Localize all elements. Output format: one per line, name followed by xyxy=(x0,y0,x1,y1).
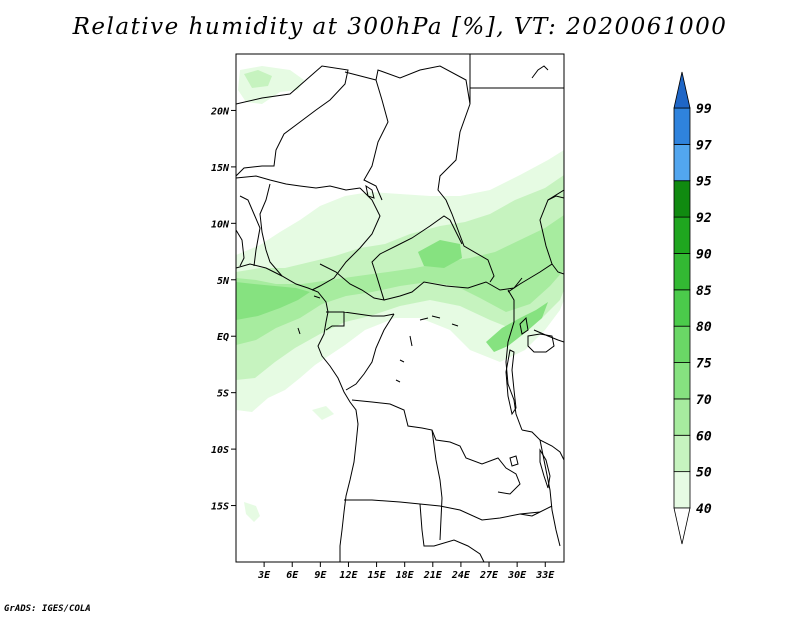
border-zambia-zimbabwe xyxy=(439,505,553,521)
colorbar-segment xyxy=(673,216,691,254)
colorbar-segment xyxy=(673,107,691,145)
colorbar-segment xyxy=(673,143,691,182)
border-cameroon-car xyxy=(319,215,463,301)
border-burkina-niger xyxy=(236,175,361,191)
border-tanzania-mozambique xyxy=(521,429,564,547)
border-congo-drc xyxy=(345,313,395,391)
border-drc-angola xyxy=(351,399,521,495)
plot-frame xyxy=(235,53,565,563)
border-angola-zambia xyxy=(431,429,443,541)
humidity-field-core-east xyxy=(486,302,548,352)
colorbar-level-label: 97 xyxy=(696,138,712,153)
lon-tick-label: 15E xyxy=(368,570,387,581)
lon-tick-label: 6E xyxy=(286,570,299,581)
lon-tick-label: 30E xyxy=(507,570,527,581)
lon-tick-label: 24E xyxy=(451,570,471,581)
border-sudan-east xyxy=(507,189,564,293)
border-namibia-botswana xyxy=(419,503,485,562)
border-chad-sudan xyxy=(437,103,495,283)
grads-credit: GrADS: IGES/COLA xyxy=(4,604,91,614)
humidity-field-core-central xyxy=(418,240,462,268)
colorbar-level-label: 92 xyxy=(696,211,712,226)
humidity-field-sw-patch xyxy=(244,502,260,522)
colorbar-segment xyxy=(673,434,691,473)
colorbar-level-label: 99 xyxy=(696,102,712,117)
latitude-ticks: 20N 15N 10N 5N EQ 5S 10S 15S xyxy=(210,106,236,513)
lat-tick-label: 15S xyxy=(211,502,229,513)
lake-tanganyika xyxy=(505,349,517,416)
lake-albert xyxy=(519,316,529,335)
coastline-gulf-of-guinea xyxy=(236,263,359,562)
humidity-field-core-west xyxy=(236,282,310,320)
lon-tick-label: 3E xyxy=(257,570,271,581)
lon-tick-label: 12E xyxy=(339,570,358,581)
colorbar-high-end-triangle xyxy=(673,71,691,109)
lake-kariba xyxy=(519,511,541,517)
lat-tick-label: 15N xyxy=(211,163,230,174)
colorbar-segment xyxy=(673,325,691,363)
border-niger-libya xyxy=(344,54,471,105)
colorbar-level-label: 80 xyxy=(696,320,712,335)
red-sea-coast xyxy=(531,65,549,79)
longitude-ticks: 3E 6E 9E 12E 15E 18E 21E 24E 27E 30E 33E xyxy=(257,562,555,581)
humidity-field-south-patch xyxy=(312,406,334,420)
lon-tick-label: 21E xyxy=(423,570,443,581)
map-title: Relative humidity at 300hPa [%], VT: 202… xyxy=(72,14,728,40)
border-car-south xyxy=(383,277,523,301)
lon-tick-label: 27E xyxy=(479,570,499,581)
colorbar-level-label: 75 xyxy=(696,357,712,372)
ethiopia-border xyxy=(547,195,564,275)
border-niger-chad xyxy=(363,79,389,201)
border-cameroon-gabon xyxy=(325,311,395,331)
country-borders xyxy=(236,54,564,562)
colorbar-level-label: 40 xyxy=(696,502,712,517)
lake-victoria xyxy=(527,333,555,353)
border-mali-algeria xyxy=(236,65,349,177)
colorbar-level-label: 85 xyxy=(696,284,712,299)
lat-tick-label: 5S xyxy=(217,389,229,400)
humidity-shading xyxy=(236,66,564,522)
lon-tick-label: 9E xyxy=(314,570,327,581)
colorbar-level-label: 60 xyxy=(696,429,712,444)
border-benin-togo xyxy=(239,195,261,267)
colorbar: 40 50 60 70 75 80 85 90 92 95 97 99 xyxy=(673,71,712,545)
congo-river-dashes xyxy=(297,295,459,383)
humidity-field-north-patch xyxy=(238,66,304,104)
border-kenya-somalia xyxy=(533,329,564,343)
border-angola-namibia xyxy=(344,499,441,507)
lat-tick-label: 5N xyxy=(217,276,230,287)
colorbar-segment xyxy=(673,253,691,291)
lon-tick-label: 33E xyxy=(535,570,555,581)
colorbar-level-label: 70 xyxy=(696,393,712,408)
colorbar-low-end-triangle xyxy=(673,507,691,545)
lat-tick-label: 20N xyxy=(210,106,230,117)
colorbar-level-label: 90 xyxy=(696,247,712,262)
humidity-field-north-core xyxy=(244,70,272,88)
colorbar-segment xyxy=(673,471,691,509)
coastline-west-inner xyxy=(236,229,245,267)
colorbar-segment xyxy=(673,362,691,400)
colorbar-segment xyxy=(673,289,691,327)
lake-mweru xyxy=(509,455,519,467)
colorbar-segment xyxy=(673,398,691,436)
colorbar-level-label: 50 xyxy=(696,466,712,481)
lat-tick-label: 10S xyxy=(211,445,229,456)
colorbar-segment xyxy=(673,180,691,218)
border-nigeria xyxy=(259,183,381,291)
humidity-field-inner xyxy=(236,215,564,345)
colorbar-level-label: 95 xyxy=(696,175,712,190)
lon-tick-label: 18E xyxy=(396,570,415,581)
lake-malawi xyxy=(539,448,551,489)
lat-tick-label: EQ xyxy=(217,332,229,343)
lake-chad xyxy=(365,184,375,199)
lat-tick-label: 10N xyxy=(211,219,230,230)
